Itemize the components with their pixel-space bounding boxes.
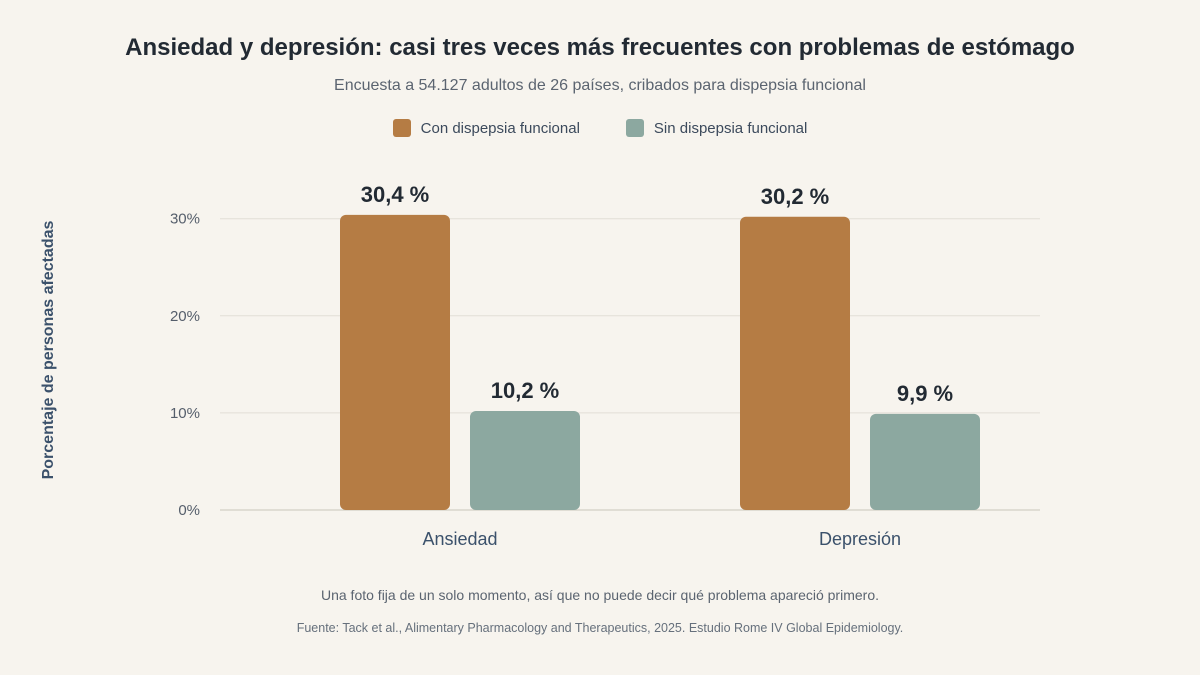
legend-item-con-dispepsia: Con dispepsia funcional [392,119,580,137]
legend: Con dispepsia funcional Sin dispepsia fu… [0,119,1200,137]
y-tick-label-20: 20% [170,308,200,325]
bar-ansiedad-con [340,214,450,511]
data-label-ansiedad-sin: 10,2 % [491,378,560,403]
x-tick-label-depresión: Depresión [819,529,901,549]
legend-item-sin-dispepsia: Sin dispepsia funcional [625,119,808,137]
y-tick-label-0: 0% [178,502,200,519]
chart-subtitle: Encuesta a 54.127 adultos de 26 países, … [334,77,866,94]
source-citation: Fuente: Tack et al., Alimentary Pharmaco… [296,621,904,635]
legend-swatch-sin-dispepsia [625,119,644,137]
bar-depresión-con [740,216,850,510]
x-tick-label-ansiedad: Ansiedad [422,529,497,549]
data-label-depresión-sin: 9,9 % [897,381,953,406]
legend-label-con-dispepsia: Con dispepsia funcional [420,119,580,137]
legend-swatch-con-dispepsia [392,119,411,137]
legend-label-sin-dispepsia: Sin dispepsia funcional [653,119,808,137]
bar-ansiedad-sin [470,410,580,510]
y-tick-label-30: 30% [170,211,200,228]
data-label-ansiedad-con: 30,4 % [361,182,430,207]
data-label-depresión-con: 30,2 % [761,184,830,209]
chart-title: Ansiedad y depresión: casi tres veces má… [125,34,1075,61]
bar-depresión-sin [870,413,980,510]
y-tick-label-10: 10% [170,405,200,422]
footnote: Una foto fija de un solo momento, así qu… [320,587,879,603]
